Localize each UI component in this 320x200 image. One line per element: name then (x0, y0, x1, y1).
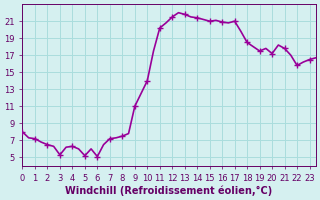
X-axis label: Windchill (Refroidissement éolien,°C): Windchill (Refroidissement éolien,°C) (66, 185, 273, 196)
